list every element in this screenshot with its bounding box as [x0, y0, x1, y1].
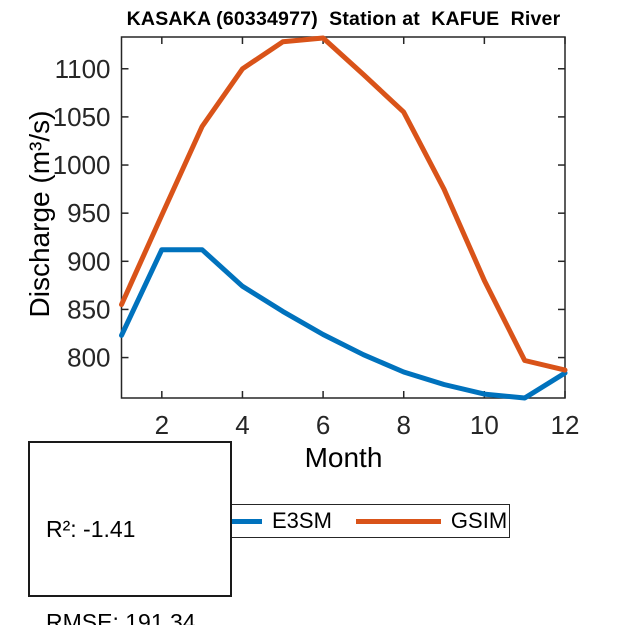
x-tick-label: 8 [396, 410, 410, 440]
series-line-e3sm [119, 247, 568, 401]
y-tick-label: 800 [67, 343, 110, 373]
y-tick-label: 950 [67, 198, 110, 228]
x-tick-label: 2 [155, 410, 169, 440]
legend-label-gsim: GSIM [450, 508, 508, 533]
x-axis-label: Month [304, 442, 383, 473]
y-tick-label: 1050 [53, 102, 111, 132]
x-tick-label: 12 [551, 410, 580, 440]
series-line-gsim [119, 35, 568, 373]
y-tick-label: 850 [67, 294, 110, 324]
legend-label-e3sm: E3SM [272, 508, 332, 533]
y-tick-label: 900 [67, 246, 110, 276]
y-tick-label: 1100 [55, 54, 111, 84]
stat-r2: R²: -1.41 [46, 516, 136, 542]
stat-rmse: RMSE: 191.34 [46, 609, 196, 625]
x-tick-label: 6 [316, 410, 330, 440]
legend-item-gsim: GSIM [332, 508, 507, 534]
x-tick-label: 10 [470, 410, 499, 440]
legend-line-swatch-gsim [355, 518, 441, 524]
stats-box: R²: -1.41 RMSE: 191.34 NSE: -1.41 PBIAS:… [28, 441, 232, 625]
plot-frame [120, 36, 566, 399]
x-tick-label: 4 [235, 410, 249, 440]
chart-title: KASAKA (60334977) Station at KAFUE River [126, 8, 561, 30]
y-tick-label: 1000 [53, 150, 111, 180]
